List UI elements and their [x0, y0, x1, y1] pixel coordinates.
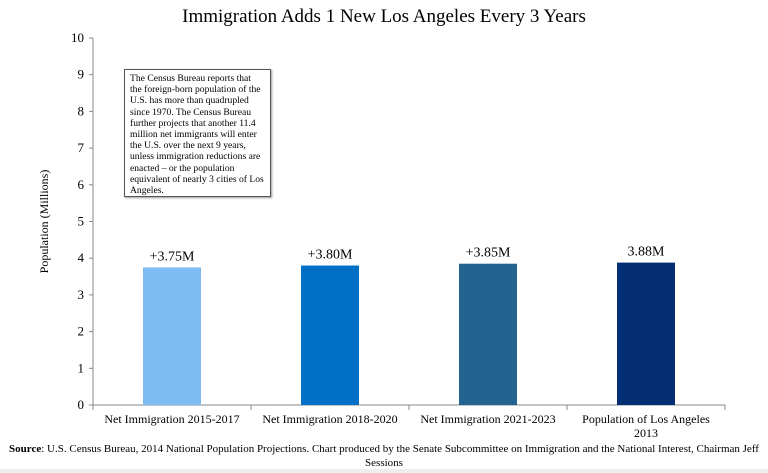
y-tick-label: 4 [78, 250, 85, 265]
data-label: +3.75M [150, 249, 195, 264]
x-tick-label: Net Immigration 2021-2023 [420, 412, 555, 426]
data-label: +3.80M [308, 248, 353, 263]
y-tick-label: 0 [78, 397, 85, 412]
y-tick-label: 5 [78, 214, 85, 229]
bar [143, 267, 201, 405]
data-label: 3.88M [628, 245, 666, 260]
bar [301, 265, 359, 405]
x-tick-label: Population of Los Angeles [582, 412, 710, 426]
source-label: Source [9, 443, 42, 455]
y-tick-label: 7 [78, 140, 85, 155]
y-tick-label: 10 [71, 30, 84, 45]
data-label: +3.85M [466, 246, 511, 261]
y-tick-label: 9 [78, 67, 85, 82]
x-tick-label: Net Immigration 2018-2020 [262, 412, 397, 426]
y-tick-label: 1 [78, 360, 85, 375]
y-tick-label: 6 [78, 177, 85, 192]
y-axis-label: Population (Millions) [37, 170, 51, 274]
y-tick-label: 2 [78, 324, 85, 339]
bar [459, 263, 517, 405]
source-text: : U.S. Census Bureau, 2014 National Popu… [41, 443, 759, 469]
bar [617, 262, 675, 405]
source-note: Source: U.S. Census Bureau, 2014 Nationa… [0, 442, 768, 470]
y-tick-label: 8 [78, 103, 85, 118]
annotation-box: The Census Bureau reports that the forei… [124, 69, 271, 197]
chart-title: Immigration Adds 1 New Los Angeles Every… [182, 6, 586, 27]
y-tick-label: 3 [78, 287, 85, 302]
x-tick-label: 2013 [634, 426, 658, 440]
footer-strip [0, 469, 768, 473]
x-tick-label: Net Immigration 2015-2017 [104, 412, 239, 426]
